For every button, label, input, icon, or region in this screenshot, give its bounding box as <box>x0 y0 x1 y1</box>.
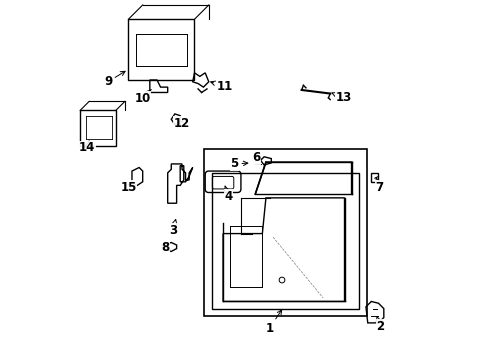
Text: 1: 1 <box>265 310 281 335</box>
Text: 13: 13 <box>331 91 351 104</box>
Text: 8: 8 <box>161 241 169 255</box>
Text: 15: 15 <box>120 181 136 194</box>
Text: 7: 7 <box>375 177 383 194</box>
Text: 10: 10 <box>134 89 151 105</box>
Text: 9: 9 <box>104 71 125 88</box>
Text: 4: 4 <box>224 186 232 203</box>
Text: 11: 11 <box>210 80 232 93</box>
Bar <box>204 149 366 316</box>
Text: 14: 14 <box>79 141 95 154</box>
Text: 3: 3 <box>169 220 177 237</box>
Text: 5: 5 <box>230 157 247 170</box>
Text: 6: 6 <box>251 151 261 165</box>
Text: 2: 2 <box>375 316 384 333</box>
Text: 12: 12 <box>174 117 190 130</box>
